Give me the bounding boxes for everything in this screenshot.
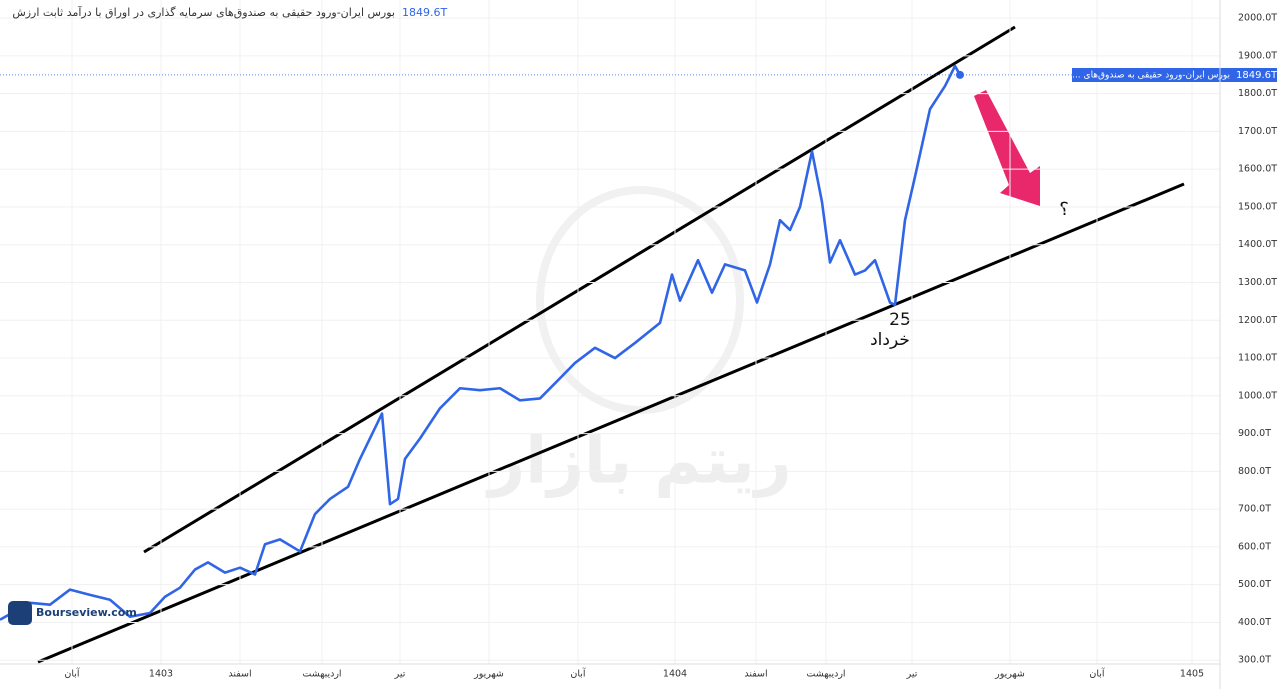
down-arrow	[974, 90, 1040, 206]
watermark: ریتم بازار	[485, 186, 792, 499]
y-tick-label: 700.0T	[1238, 504, 1271, 515]
x-tick-label: 1405	[1180, 669, 1204, 680]
plot	[0, 0, 1220, 664]
x-tick-label: تیر	[394, 669, 406, 680]
x-tick-label: 1404	[663, 669, 687, 680]
x-tick-label: آبان	[570, 667, 586, 680]
annotation: خرداد	[870, 330, 910, 350]
x-tick-label: تیر	[906, 669, 918, 680]
y-tick-label: 1400.0T	[1238, 239, 1277, 250]
y-tick-label: 1800.0T	[1238, 88, 1277, 99]
annotation: ؟	[1059, 199, 1069, 220]
brand-logo	[8, 601, 32, 625]
price-tag-value: 1849.6T	[1236, 70, 1278, 81]
x-tick-label: اردیبهشت	[302, 669, 341, 680]
x-tick-label: اسفند	[228, 669, 251, 680]
x-tick-label: آبان	[64, 667, 80, 680]
brand: Bourseview.com	[36, 606, 137, 619]
y-tick-label: 300.0T	[1238, 655, 1271, 666]
y-tick-label: 800.0T	[1238, 466, 1271, 477]
y-tick-label: 1600.0T	[1238, 164, 1277, 175]
watermark-text: ریتم بازار	[485, 425, 791, 499]
y-tick-label: 1300.0T	[1238, 277, 1277, 288]
y-tick-label: 1900.0T	[1238, 50, 1277, 61]
watermark-lion	[536, 186, 744, 414]
y-tick-label: 900.0T	[1238, 428, 1271, 439]
last-point	[956, 70, 964, 79]
x-tick-label: شهریور	[473, 669, 504, 680]
chart-title: بورس ایران-ورود حقیقی به صندوق‌های سرمای…	[12, 5, 395, 19]
upper-trendline	[143, 25, 1016, 554]
x-tick-label: 1403	[149, 669, 173, 680]
y-tick-label: 1200.0T	[1238, 315, 1277, 326]
y-tick-label: 1100.0T	[1238, 353, 1277, 364]
y-tick-label: 2000.0T	[1238, 13, 1277, 24]
x-tick-label: اسفند	[744, 669, 767, 680]
y-tick-label: 500.0T	[1238, 579, 1271, 590]
price-tag-name: بورس ایران-ورود حقیقی به صندوق‌های ...	[1072, 71, 1230, 81]
x-tick-label: شهریور	[994, 669, 1025, 680]
x-tick-label: آبان	[1089, 667, 1105, 680]
price-tag	[1072, 68, 1277, 82]
y-tick-label: 1700.0T	[1238, 126, 1277, 137]
lower-trendline	[37, 182, 1185, 664]
y-tick-label: 1000.0T	[1238, 390, 1277, 401]
series-line	[0, 64, 962, 621]
y-tick-label: 600.0T	[1238, 541, 1271, 552]
last-value: 1849.6T	[402, 6, 447, 19]
y-tick-label: 400.0T	[1238, 617, 1271, 628]
y-tick-label: 1500.0T	[1238, 201, 1277, 212]
x-tick-label: اردیبهشت	[806, 669, 845, 680]
